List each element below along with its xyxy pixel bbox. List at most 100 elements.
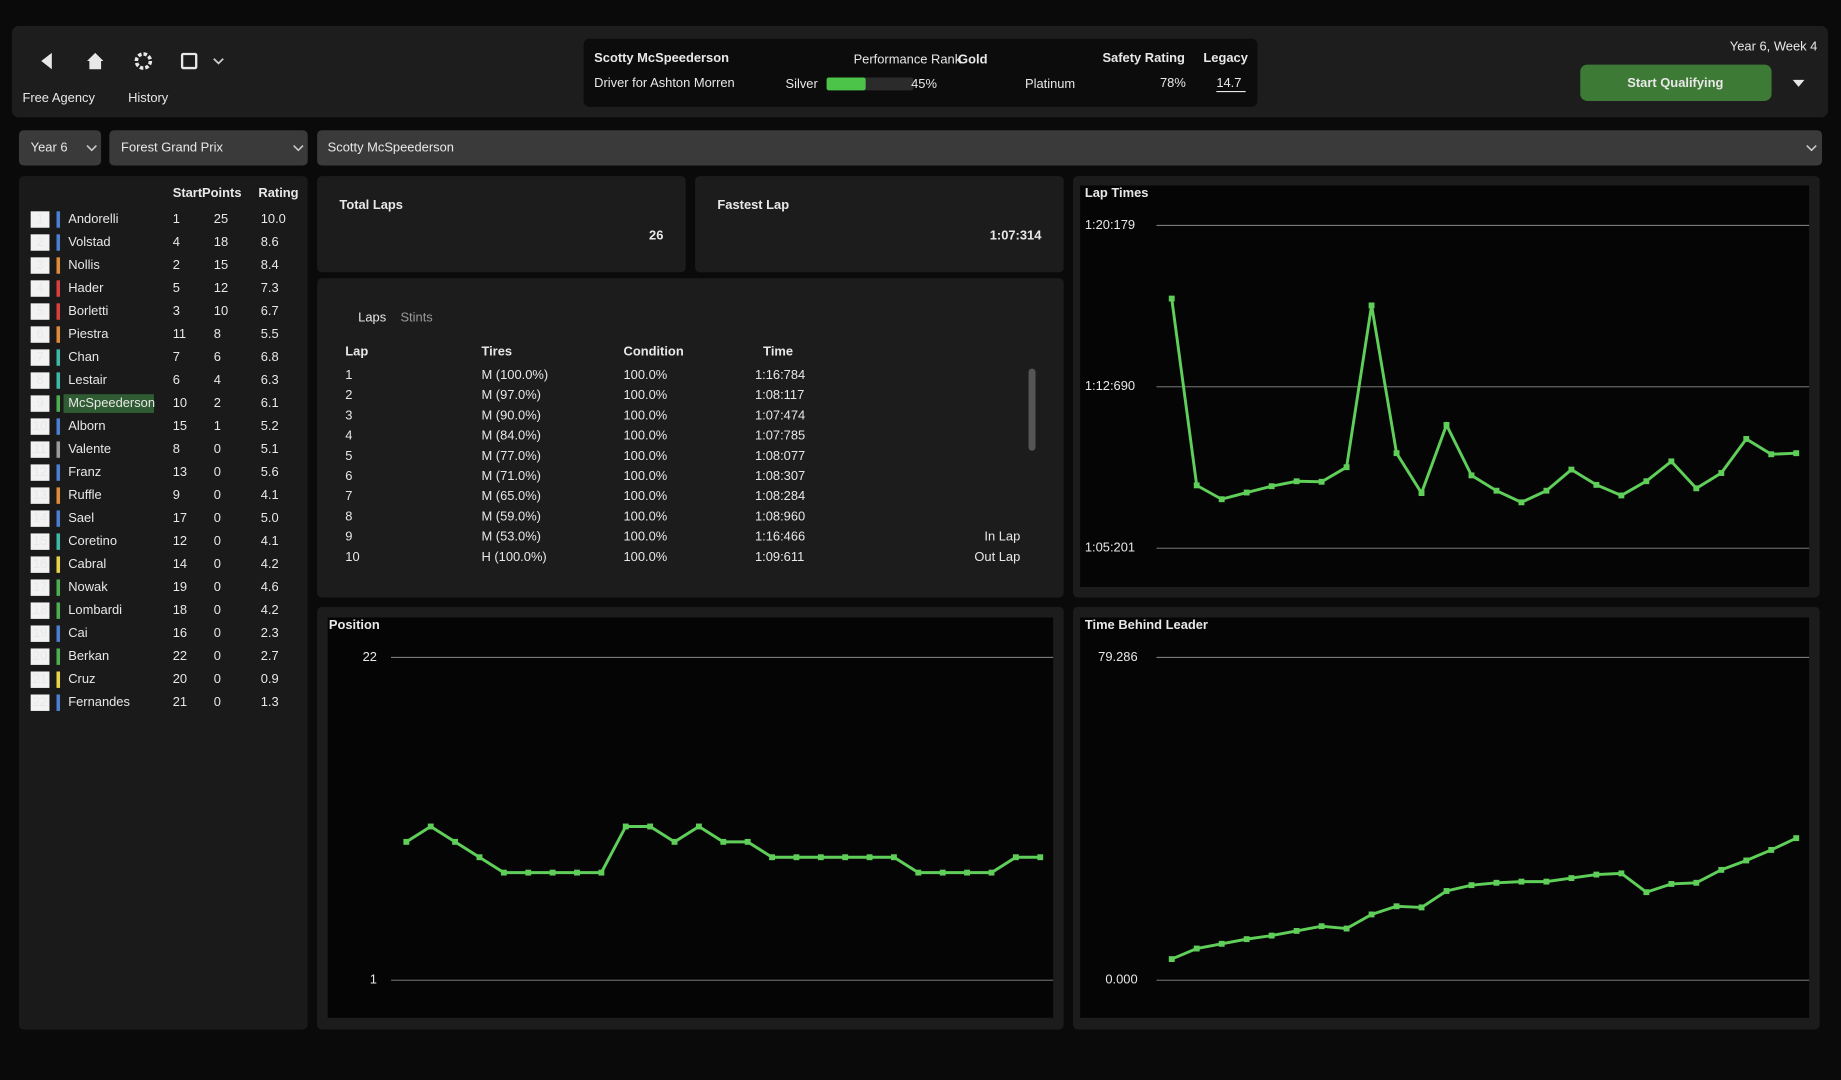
- position-box: [30, 602, 50, 619]
- series-point: [1618, 492, 1625, 499]
- lap-tires: M (77.0%): [481, 448, 541, 463]
- scrollbar[interactable]: [1028, 368, 1036, 451]
- driver-name[interactable]: Berkan: [68, 648, 109, 663]
- rating: 6.8: [261, 349, 279, 364]
- start: 4: [173, 234, 180, 249]
- driver-select[interactable]: [317, 130, 1823, 166]
- laps-header: Time: [763, 344, 793, 359]
- series-point: [1643, 478, 1650, 485]
- position-box: [30, 625, 50, 642]
- series-point: [403, 838, 410, 845]
- nav-link[interactable]: Free Agency: [22, 90, 95, 105]
- team-color: [56, 303, 61, 320]
- position-box: [30, 395, 50, 412]
- position: 20: [33, 648, 47, 663]
- driver-name[interactable]: Fernandes: [68, 694, 130, 709]
- team-color: [56, 349, 61, 366]
- points: 0: [214, 625, 221, 640]
- position: 1: [36, 211, 43, 226]
- driver-name[interactable]: Borletti: [68, 303, 108, 318]
- position: 4: [36, 280, 43, 295]
- series-point: [647, 823, 654, 830]
- position: 3: [36, 257, 43, 272]
- start: 1: [173, 211, 180, 226]
- home-button[interactable]: [87, 52, 104, 70]
- driver-name[interactable]: Andorelli: [68, 211, 118, 226]
- driver-name[interactable]: Sael: [68, 510, 94, 525]
- y-tick-label: 1:20:179: [1085, 217, 1135, 232]
- tab[interactable]: Stints: [400, 310, 432, 325]
- start-button-label[interactable]: Start Qualifying: [1627, 75, 1723, 90]
- series-point: [1193, 482, 1200, 489]
- back-button[interactable]: [41, 52, 52, 70]
- lap-tires: M (84.0%): [481, 428, 541, 443]
- y-tick-label: 0.000: [1105, 972, 1137, 987]
- start: 5: [173, 280, 180, 295]
- rank-next: Platinum: [1025, 76, 1075, 91]
- series-point: [866, 854, 873, 861]
- chart-title: Position: [329, 617, 380, 632]
- series-point: [1468, 882, 1475, 889]
- driver-name[interactable]: Cruz: [68, 671, 95, 686]
- race-select[interactable]: [109, 130, 308, 166]
- rating: 4.2: [261, 602, 279, 617]
- tab[interactable]: Laps: [358, 310, 386, 325]
- fastest-lap-panel: [695, 176, 1064, 273]
- driver-name[interactable]: Alborn: [68, 418, 105, 433]
- driver-name[interactable]: Lombardi: [68, 602, 122, 617]
- position: 18: [33, 602, 47, 617]
- highlight: [63, 394, 154, 413]
- year-select[interactable]: [18, 130, 102, 166]
- lap-note: Out Lap: [974, 549, 1020, 564]
- stat-value: 1:07:314: [990, 227, 1042, 242]
- lap-time: 1:08:284: [755, 488, 805, 503]
- series-point: [1568, 466, 1575, 473]
- driver-name[interactable]: Hader: [68, 280, 104, 295]
- series-point: [1293, 927, 1300, 934]
- position-box: [30, 556, 50, 573]
- series-point: [1318, 478, 1325, 485]
- driver-name[interactable]: Piestra: [68, 326, 109, 341]
- rating: 5.6: [261, 464, 279, 479]
- points: 0: [214, 487, 221, 502]
- rating: 6.1: [261, 395, 279, 410]
- series-point: [1268, 932, 1275, 939]
- rating: 8.6: [261, 234, 279, 249]
- series-point: [1743, 857, 1750, 864]
- driver-name[interactable]: Coretino: [68, 533, 117, 548]
- driver-name[interactable]: Nowak: [68, 579, 108, 594]
- start-qualifying-button[interactable]: [1580, 64, 1772, 101]
- driver-name[interactable]: Lestair: [68, 372, 107, 387]
- driver-name[interactable]: Volstad: [68, 234, 110, 249]
- series-point: [598, 869, 605, 876]
- driver-name[interactable]: Ruffle: [68, 487, 101, 502]
- position-box: [30, 510, 50, 527]
- series-point: [1718, 470, 1725, 476]
- save-button[interactable]: [180, 52, 198, 70]
- series-point: [671, 838, 678, 845]
- start-menu[interactable]: [1792, 79, 1805, 87]
- nav-link[interactable]: History: [128, 90, 169, 105]
- settings-button[interactable]: [134, 52, 153, 70]
- series-point: [1418, 904, 1425, 911]
- lap-time: 1:08:307: [755, 468, 805, 483]
- save-menu[interactable]: [213, 58, 224, 65]
- series-point: [1518, 878, 1525, 885]
- laps-header: Lap: [345, 344, 368, 359]
- rating: 4.6: [261, 579, 279, 594]
- series-point: [793, 854, 800, 861]
- driver-name[interactable]: McSpeederson: [68, 395, 155, 410]
- driver-name[interactable]: Valente: [68, 441, 111, 456]
- start: 7: [173, 349, 180, 364]
- position: 15: [33, 533, 47, 548]
- driver-name[interactable]: Cabral: [68, 556, 106, 571]
- driver-name[interactable]: Cai: [68, 625, 87, 640]
- series-point: [939, 869, 946, 876]
- driver-name[interactable]: Chan: [68, 349, 99, 364]
- series-point: [744, 838, 751, 845]
- series-point: [1393, 450, 1400, 457]
- driver-name[interactable]: Franz: [68, 464, 101, 479]
- rank-progress-label: 45%: [911, 76, 937, 91]
- driver-name[interactable]: Nollis: [68, 257, 100, 272]
